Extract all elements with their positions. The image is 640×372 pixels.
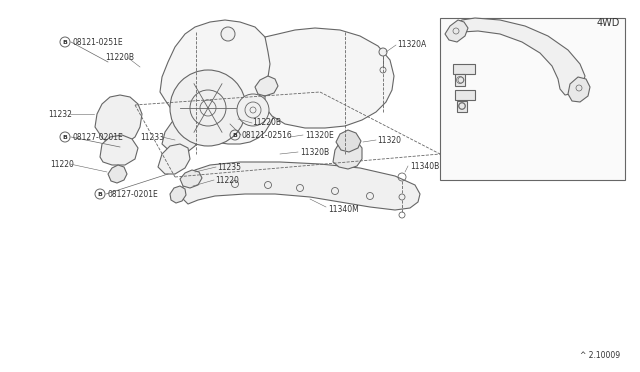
Text: 11340M: 11340M	[540, 22, 571, 32]
Text: 11358: 11358	[450, 60, 474, 68]
Text: 11220B: 11220B	[252, 118, 281, 126]
Text: 11320: 11320	[377, 135, 401, 144]
Text: 11358B: 11358B	[450, 71, 479, 80]
Polygon shape	[255, 76, 278, 96]
Text: 11340B: 11340B	[410, 161, 439, 170]
Polygon shape	[457, 101, 467, 112]
Polygon shape	[160, 20, 282, 144]
Polygon shape	[450, 18, 585, 95]
Text: 11320E: 11320E	[305, 131, 333, 140]
Text: 11220: 11220	[215, 176, 239, 185]
Text: 11320A: 11320A	[397, 39, 426, 48]
Circle shape	[379, 48, 387, 56]
Text: 11320B: 11320B	[300, 148, 329, 157]
Polygon shape	[100, 135, 138, 165]
Text: 11220B: 11220B	[105, 52, 134, 61]
Text: 11220: 11220	[50, 160, 74, 169]
Text: 08127-0201E: 08127-0201E	[72, 132, 123, 141]
Circle shape	[170, 70, 246, 146]
Text: 11232: 11232	[48, 109, 72, 119]
Polygon shape	[265, 28, 394, 128]
Circle shape	[237, 94, 269, 126]
Polygon shape	[336, 130, 361, 152]
Polygon shape	[170, 186, 186, 203]
Polygon shape	[333, 138, 362, 169]
Text: 11340M: 11340M	[328, 205, 359, 214]
Polygon shape	[182, 162, 420, 210]
Polygon shape	[445, 20, 468, 42]
Text: 11235: 11235	[217, 163, 241, 171]
Polygon shape	[158, 144, 190, 174]
Polygon shape	[455, 74, 465, 86]
Text: B: B	[232, 132, 237, 138]
Text: 11358B: 11358B	[450, 103, 479, 112]
FancyBboxPatch shape	[440, 18, 625, 180]
Circle shape	[221, 27, 235, 41]
Text: B: B	[97, 192, 102, 196]
Text: 08121-0251E: 08121-0251E	[72, 38, 123, 46]
Text: B: B	[63, 135, 67, 140]
Polygon shape	[455, 90, 475, 100]
Polygon shape	[108, 165, 127, 183]
Polygon shape	[180, 170, 202, 188]
Text: 08121-02516: 08121-02516	[242, 131, 292, 140]
Polygon shape	[453, 64, 475, 74]
Text: 08127-0201E: 08127-0201E	[107, 189, 157, 199]
Polygon shape	[568, 77, 590, 102]
Text: 4WD: 4WD	[596, 18, 620, 28]
Text: ^ 2.10009: ^ 2.10009	[580, 351, 620, 360]
Text: B: B	[63, 39, 67, 45]
Text: 11233: 11233	[140, 132, 164, 141]
Polygon shape	[162, 116, 200, 155]
Text: 11358: 11358	[450, 87, 474, 96]
Polygon shape	[95, 95, 142, 144]
